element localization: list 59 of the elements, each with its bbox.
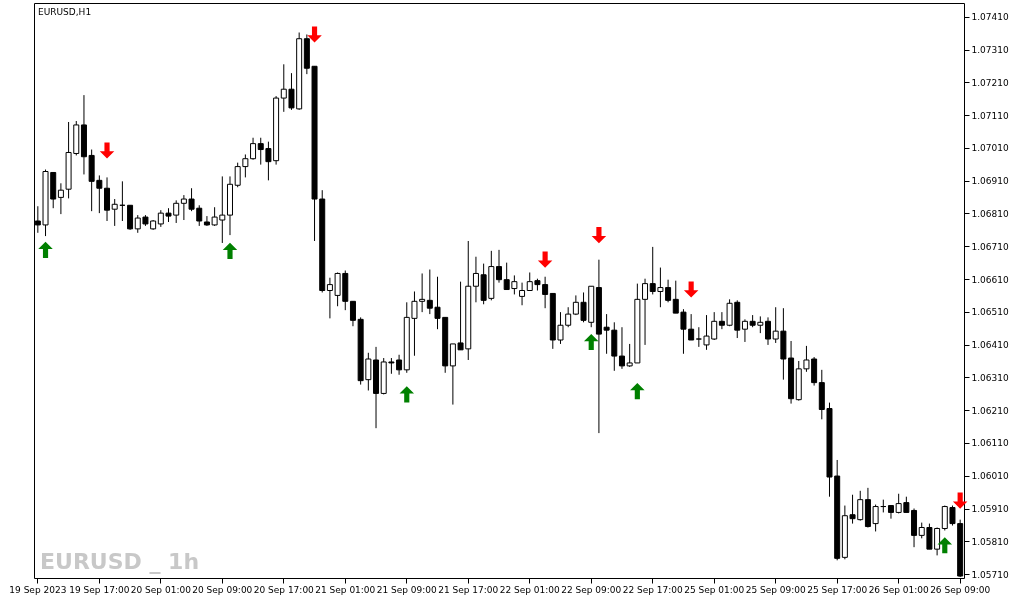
x-tick-label: 22 Sep 09:00 bbox=[561, 584, 622, 595]
point bbox=[307, 26, 322, 43]
point bbox=[399, 386, 415, 403]
candlestick bbox=[618, 326, 625, 370]
point bbox=[630, 383, 645, 400]
x-tick-label: 25 Sep 17:00 bbox=[807, 584, 868, 595]
y-tick-label: 1.06410 bbox=[971, 340, 1009, 351]
candlestick bbox=[695, 326, 702, 348]
chart-title: EURUSD,H1 bbox=[38, 7, 92, 17]
x-tick-label: 22 Sep 17:00 bbox=[622, 584, 684, 595]
x-tick-label: 20 Sep 09:00 bbox=[192, 584, 253, 595]
y-tick-label: 1.06510 bbox=[971, 307, 1009, 318]
candlestick bbox=[57, 182, 64, 215]
y-tick-label: 1.07310 bbox=[971, 45, 1009, 56]
point bbox=[937, 537, 953, 554]
y-tick-label: 1.05810 bbox=[971, 536, 1009, 547]
x-tick-label: 21 Sep 09:00 bbox=[376, 584, 438, 595]
candlestick bbox=[127, 204, 134, 231]
y-tick-label: 1.07410 bbox=[971, 12, 1009, 23]
y-tick-label: 1.06910 bbox=[971, 176, 1009, 187]
y-tick-label: 1.06810 bbox=[971, 208, 1009, 219]
y-tick-label: 1.06010 bbox=[971, 471, 1009, 482]
x-tick-label: 25 Sep 09:00 bbox=[745, 584, 806, 595]
y-tick-label: 1.05710 bbox=[971, 569, 1009, 580]
y-tick-label: 1.05910 bbox=[971, 504, 1009, 514]
x-tick-label: 26 Sep 09:00 bbox=[930, 584, 991, 595]
point bbox=[591, 227, 607, 244]
x-tick-label: 21 Sep 17:00 bbox=[438, 584, 499, 595]
x-tick-label: 22 Sep 01:00 bbox=[499, 584, 561, 595]
point bbox=[537, 251, 553, 268]
y-tick-label: 1.06710 bbox=[971, 241, 1009, 252]
x-tick-label: 21 Sep 01:00 bbox=[315, 584, 376, 595]
candlestick bbox=[496, 249, 502, 284]
candlestick bbox=[104, 176, 111, 222]
y-tick-label: 1.06610 bbox=[971, 274, 1009, 285]
candlestick bbox=[765, 316, 772, 346]
candlestick bbox=[349, 300, 356, 327]
point bbox=[683, 281, 699, 298]
x-tick-label: 20 Sep 01:00 bbox=[130, 584, 192, 595]
y-tick-label: 1.06310 bbox=[971, 372, 1009, 383]
y-tick-label: 1.07210 bbox=[971, 77, 1009, 88]
y-tick-label: 1.07010 bbox=[971, 143, 1009, 154]
x-tick-label: 26 Sep 01:00 bbox=[868, 584, 929, 595]
x-tick-label: 19 Sep 17:00 bbox=[69, 584, 130, 595]
y-tick-label: 1.07110 bbox=[971, 110, 1009, 121]
candlestick bbox=[111, 198, 118, 227]
candlestick bbox=[519, 282, 526, 306]
x-tick-label: 19 Sep 2023 bbox=[9, 584, 67, 595]
y-tick-label: 1.06110 bbox=[971, 438, 1009, 449]
y-tick-label: 1.06210 bbox=[971, 405, 1009, 416]
candlestick bbox=[642, 278, 649, 346]
point bbox=[952, 492, 968, 509]
x-tick-label: 25 Sep 01:00 bbox=[684, 584, 745, 595]
x-tick-label: 20 Sep 17:00 bbox=[253, 584, 315, 595]
point bbox=[99, 142, 115, 159]
candlestick bbox=[887, 505, 894, 520]
point bbox=[38, 241, 53, 258]
point bbox=[222, 242, 238, 259]
point bbox=[583, 333, 599, 351]
